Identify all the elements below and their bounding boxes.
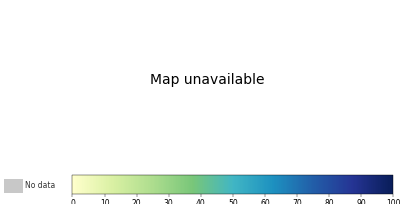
Text: No data: No data xyxy=(25,181,55,190)
Text: Map unavailable: Map unavailable xyxy=(150,73,263,87)
Bar xyxy=(4,178,23,193)
